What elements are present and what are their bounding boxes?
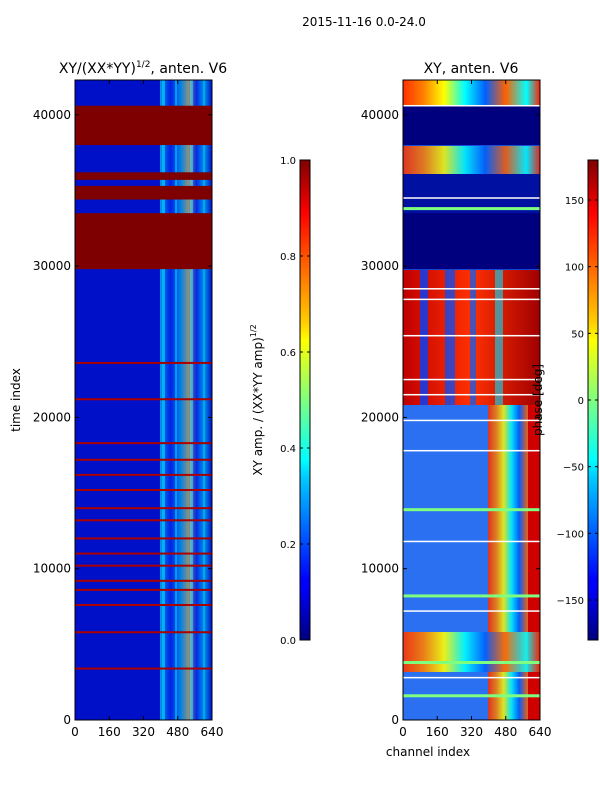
green-row bbox=[403, 661, 540, 665]
white-row bbox=[403, 334, 540, 337]
left-ylabel: time index bbox=[9, 368, 23, 432]
x-tick-label: 320 bbox=[460, 725, 483, 739]
flagged-row bbox=[75, 604, 212, 607]
flagged-row bbox=[75, 588, 212, 591]
white-row bbox=[403, 104, 540, 107]
flagged-row bbox=[75, 458, 212, 461]
colorbar-tick-label: 0.8 bbox=[280, 252, 296, 263]
colorbar-tick-label: 1.0 bbox=[280, 156, 296, 167]
white-row bbox=[403, 393, 540, 396]
flagged-row bbox=[75, 489, 212, 492]
right-heatmap bbox=[403, 80, 540, 720]
y-tick-label: 40000 bbox=[361, 108, 399, 122]
left-heatmap bbox=[75, 80, 212, 720]
green-row bbox=[403, 594, 540, 598]
flagged-row bbox=[75, 398, 212, 401]
white-row bbox=[403, 540, 540, 543]
colorbar-tick-label: −50 bbox=[563, 463, 584, 474]
white-row bbox=[403, 378, 540, 381]
saturated-band bbox=[75, 185, 212, 200]
flagged-row bbox=[75, 519, 212, 522]
x-tick-label: 640 bbox=[201, 725, 224, 739]
flagged-row bbox=[75, 552, 212, 555]
saturated-band bbox=[75, 213, 212, 270]
flagged-row bbox=[75, 473, 212, 476]
colorbar-tick-label: 100 bbox=[565, 263, 584, 274]
colorbar-tick-label: 0.4 bbox=[280, 444, 296, 455]
colorbar-tick-label: 150 bbox=[565, 196, 584, 207]
right-mid-blue-col bbox=[420, 270, 428, 405]
saturated-band bbox=[75, 105, 212, 146]
green-row bbox=[403, 207, 540, 211]
flagged-row bbox=[75, 537, 212, 540]
white-row bbox=[403, 288, 540, 290]
colorbar-tick-label: −150 bbox=[557, 596, 584, 607]
right-top-stripe bbox=[403, 80, 540, 105]
x-tick-label: 480 bbox=[166, 725, 189, 739]
right-low-phase-region bbox=[403, 405, 488, 720]
left-colorbar-label: XY amp. / (XX*YY amp)1/2 bbox=[249, 324, 265, 475]
right-panel: XY, anten. V6 channel index 010000200003… bbox=[361, 61, 599, 759]
colorbar-tick-label: 0 bbox=[578, 396, 584, 407]
flagged-row bbox=[75, 579, 212, 582]
colorbar-tick-label: 50 bbox=[571, 329, 584, 340]
colorbar-tick-label: 0.2 bbox=[280, 540, 296, 551]
right-mid-cyan-col bbox=[495, 270, 503, 405]
colorbar-tick-label: 0.0 bbox=[280, 636, 296, 647]
x-tick-label: 0 bbox=[399, 725, 407, 739]
flagged-row bbox=[75, 667, 212, 670]
colorbar-tick-label: 0.6 bbox=[280, 348, 296, 359]
x-tick-label: 480 bbox=[494, 725, 517, 739]
white-row bbox=[403, 419, 540, 422]
white-row bbox=[403, 610, 540, 612]
y-tick-label: 10000 bbox=[33, 562, 71, 576]
white-row bbox=[403, 298, 540, 301]
left-panel: XY/(XX*YY)1/2, anten. V6 time index 0 100… bbox=[9, 60, 311, 739]
flagged-row bbox=[75, 442, 212, 445]
y-tick-label: 30000 bbox=[361, 259, 399, 273]
flagged-band bbox=[403, 213, 540, 270]
x-tick-label: 160 bbox=[98, 725, 121, 739]
x-tick-label: 0 bbox=[71, 725, 79, 739]
right-xlabel: channel index bbox=[386, 745, 470, 759]
x-tick-label: 320 bbox=[132, 725, 155, 739]
right-mid-blue-col bbox=[445, 270, 455, 405]
colorbar-tick-label: −100 bbox=[557, 529, 584, 540]
y-tick-label: 20000 bbox=[361, 410, 399, 424]
right-title: XY, anten. V6 bbox=[424, 61, 519, 77]
y-tick-label: 40000 bbox=[33, 108, 71, 122]
left-colorbar: 0.0 0.2 0.4 0.6 0.8 1.0 XY amp. / (XX*YY amp)… bbox=[249, 156, 311, 647]
white-row bbox=[403, 197, 540, 199]
white-row bbox=[403, 449, 540, 452]
y-tick-label: 30000 bbox=[33, 259, 71, 273]
figure-suptitle: 2015-11-16 0.0-24.0 bbox=[302, 15, 426, 29]
y-tick-label: 0 bbox=[391, 713, 399, 727]
y-tick-label: 20000 bbox=[33, 410, 71, 424]
flagged-row bbox=[75, 361, 212, 364]
x-tick-label: 160 bbox=[426, 725, 449, 739]
right-upper-stripe bbox=[403, 146, 540, 174]
x-tick-label: 640 bbox=[529, 725, 552, 739]
right-colorbar: −150 −100 −50 0 50 100 150 phase [deg] bbox=[531, 159, 599, 641]
right-edge-red bbox=[528, 405, 540, 720]
flagged-row bbox=[75, 631, 212, 634]
flagged-row bbox=[75, 564, 212, 567]
green-row bbox=[403, 694, 540, 698]
y-tick-label: 0 bbox=[63, 713, 71, 727]
left-colorbar-gradient bbox=[299, 159, 311, 641]
green-row bbox=[403, 508, 540, 512]
right-mid-blue-col bbox=[470, 270, 476, 405]
y-tick-label: 10000 bbox=[361, 562, 399, 576]
flagged-band bbox=[403, 105, 540, 146]
saturated-band bbox=[75, 172, 212, 180]
white-row bbox=[403, 676, 540, 679]
right-bottom-stripe bbox=[403, 632, 540, 672]
left-title: XY/(XX*YY)1/2, anten. V6 bbox=[59, 60, 227, 77]
right-colorbar-label: phase [deg] bbox=[531, 364, 545, 436]
flagged-row bbox=[75, 507, 212, 510]
